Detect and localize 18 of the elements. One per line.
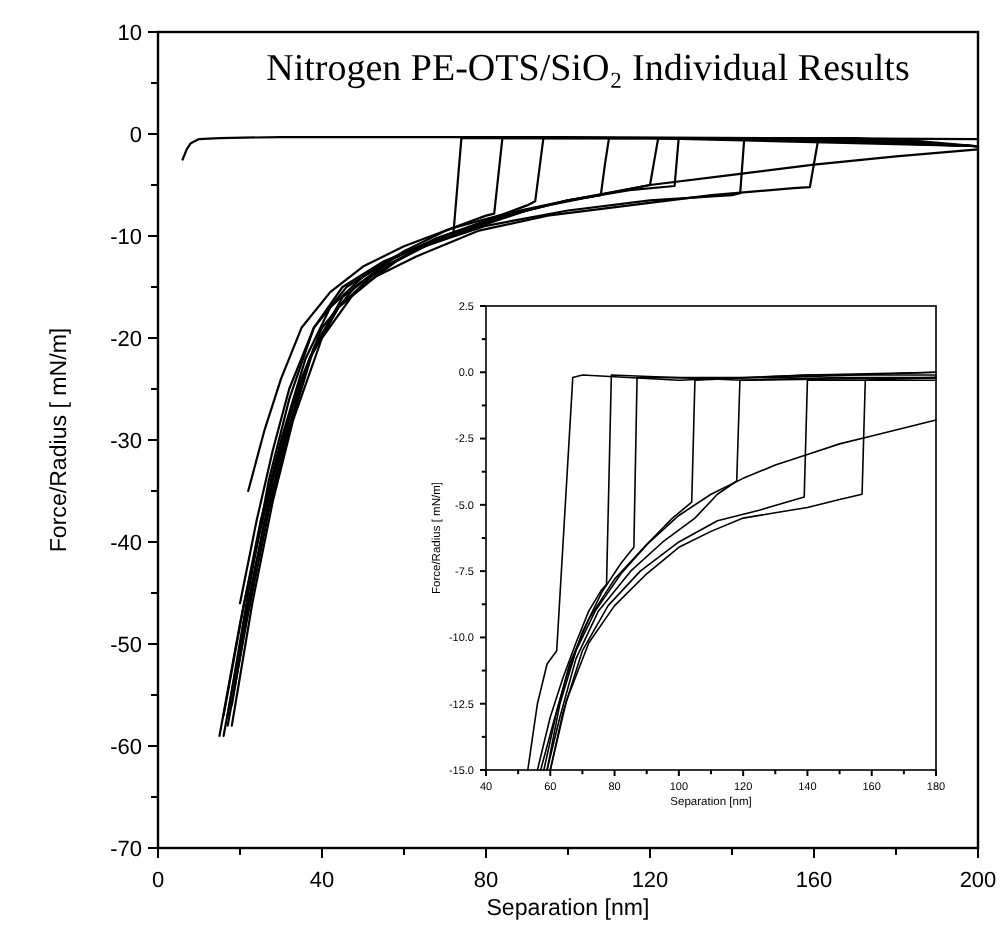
y-tick-label: -20 <box>110 327 142 352</box>
y-tick-label: -60 <box>110 735 142 760</box>
x-tick-label: 200 <box>959 868 997 893</box>
chart-title: Nitrogen PE-OTS/SiO₂ Individual Results <box>266 48 910 90</box>
y-tick-label: 0 <box>129 123 142 148</box>
y-tick-label: -30 <box>110 429 142 454</box>
y-tick-label: 10 <box>117 21 142 46</box>
y-tick-label: -10 <box>110 225 142 250</box>
x-tick-label: 160 <box>795 868 833 893</box>
x-tick-label: 120 <box>631 868 669 893</box>
y-tick-label: -40 <box>110 531 142 556</box>
y-tick-label: -70 <box>110 837 142 862</box>
y-axis-title: Force/Radius [ mN/m] <box>47 327 72 553</box>
y-tick-label: -50 <box>110 633 142 658</box>
x-tick-label: 0 <box>151 868 165 893</box>
x-tick-label: 40 <box>309 868 335 893</box>
x-tick-label: 80 <box>473 868 499 893</box>
x-axis-title: Separation [nm] <box>486 897 650 922</box>
